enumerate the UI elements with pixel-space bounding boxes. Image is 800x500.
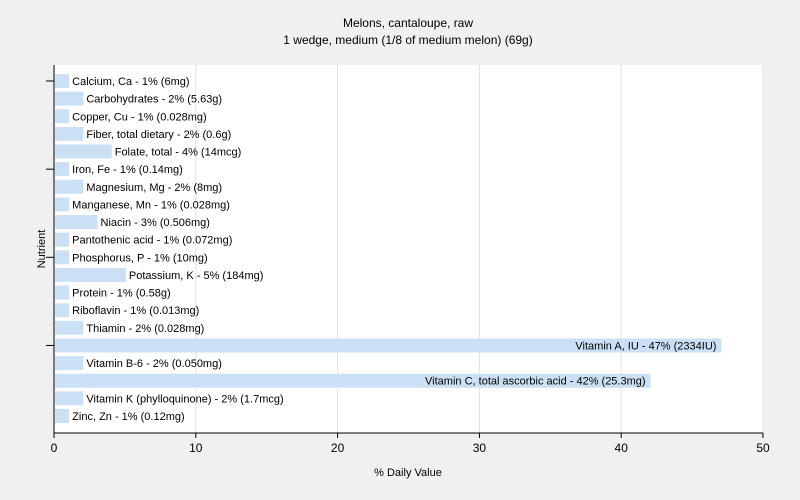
- bar-label: Vitamin K (phylloquinone) - 2% (1.7mcg): [86, 393, 283, 405]
- bar: [55, 126, 84, 141]
- bar-label: Vitamin A, IU - 47% (2334IU): [575, 340, 716, 352]
- bars: Calcium, Ca - 1% (6mg) Carbohydrates - 2%…: [55, 74, 722, 423]
- bar: [55, 197, 70, 212]
- bar-label: Zinc, Zn - 1% (0.12mg): [72, 411, 184, 423]
- bar-label: Thiamin - 2% (0.028mg): [86, 323, 204, 335]
- bar: [55, 285, 70, 300]
- bar-label: Vitamin C, total ascorbic acid - 42% (25…: [425, 376, 646, 388]
- bar-label: Fiber, total dietary - 2% (0.6g): [86, 129, 231, 141]
- bar: [55, 338, 722, 353]
- bar-label: Potassium, K - 5% (184mg): [129, 270, 264, 282]
- bar: [55, 144, 112, 159]
- bar: [55, 215, 98, 230]
- gridlines: [195, 65, 764, 433]
- bar-label: Calcium, Ca - 1% (6mg): [72, 76, 189, 88]
- bar-label: Protein - 1% (0.58g): [72, 288, 170, 300]
- chart-title: Melons, cantaloupe, raw: [343, 16, 473, 30]
- bar: [55, 391, 84, 406]
- bar-label: Copper, Cu - 1% (0.028mg): [72, 111, 207, 123]
- x-tick-label: 10: [189, 441, 203, 455]
- bar: [55, 179, 84, 194]
- y-axis-title: Nutrient: [36, 230, 48, 269]
- bar: [55, 303, 70, 318]
- bar: [55, 267, 126, 282]
- bar-label: Niacin - 3% (0.506mg): [101, 217, 210, 229]
- bar-label: Vitamin B-6 - 2% (0.050mg): [86, 358, 222, 370]
- bar-label: Manganese, Mn - 1% (0.028mg): [72, 199, 230, 211]
- chart-subtitle: 1 wedge, medium (1/8 of medium melon) (6…: [283, 33, 532, 47]
- bar: [55, 408, 70, 423]
- bar-label: Phosphorus, P - 1% (10mg): [72, 252, 208, 264]
- bar: [55, 74, 70, 88]
- plot-area: [54, 65, 763, 433]
- bar-label: Pantothenic acid - 1% (0.072mg): [72, 235, 232, 247]
- bar: [55, 250, 70, 265]
- bar: [55, 232, 70, 247]
- bar: [55, 109, 70, 124]
- bar-label: Folate, total - 4% (14mcg): [115, 147, 242, 159]
- bar-label: Riboflavin - 1% (0.013mg): [72, 305, 199, 317]
- x-tick-label: 30: [473, 441, 487, 455]
- axes: 0 10 20 30 40 50: [46, 65, 770, 455]
- x-tick-label: 0: [51, 441, 58, 455]
- bar: [55, 91, 84, 106]
- x-tick-label: 40: [615, 441, 629, 455]
- bar: [55, 373, 651, 388]
- bar-label: Iron, Fe - 1% (0.14mg): [72, 164, 183, 176]
- bar-label: Carbohydrates - 2% (5.63g): [86, 94, 222, 106]
- bar: [55, 162, 70, 177]
- x-tick-label: 50: [756, 441, 770, 455]
- bar: [55, 320, 84, 335]
- bar: [55, 356, 84, 371]
- x-axis-title: % Daily Value: [374, 467, 442, 479]
- bar-label: Magnesium, Mg - 2% (8mg): [86, 182, 222, 194]
- x-tick-label: 20: [331, 441, 345, 455]
